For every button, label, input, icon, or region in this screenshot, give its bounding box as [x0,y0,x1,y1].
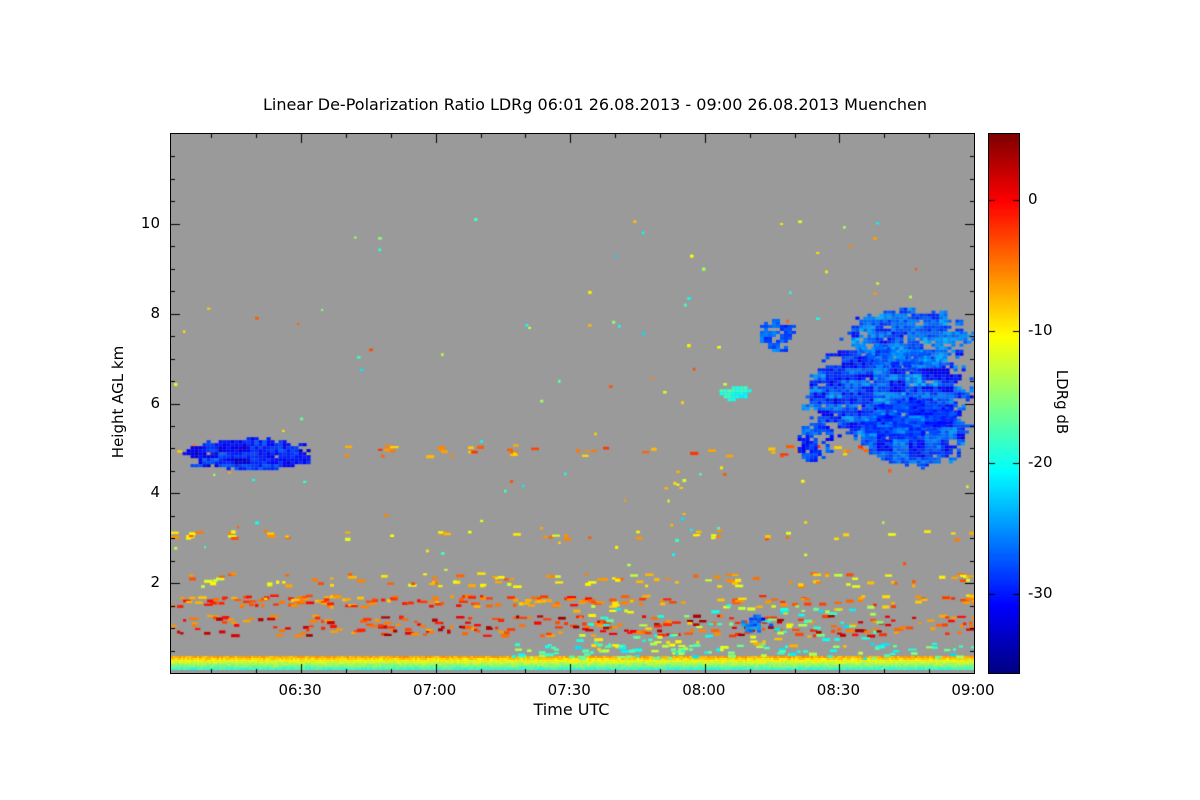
x-tick-label: 07:00 [413,681,457,699]
colorbar-tick-label: 0 [1028,189,1038,208]
y-tick-label: 8 [150,303,160,322]
y-tick-label: 10 [140,213,160,232]
x-tick-label: 08:30 [816,681,861,699]
colorbar-tick-label: -10 [1028,321,1053,340]
y-axis-label: Height AGL km [109,345,127,459]
colorbar [988,133,1020,674]
x-tick-label: 08:00 [682,681,726,699]
plot-area [170,133,975,674]
colorbar-canvas [989,134,1019,673]
x-tick-label: 06:30 [278,681,322,699]
y-tick-label: 4 [150,483,160,502]
x-tick-label: 09:00 [951,681,995,699]
colorbar-label: LDRg dB [1053,369,1071,435]
colorbar-tick-label: -30 [1028,584,1053,603]
colorbar-tick-label: -20 [1028,452,1053,471]
heatmap-canvas [171,134,974,673]
y-tick-label: 6 [150,393,160,412]
chart-title: Linear De-Polarization Ratio LDRg 06:01 … [262,95,928,114]
x-tick-label: 07:30 [547,681,591,699]
y-tick-label: 2 [150,573,160,592]
x-axis-label: Time UTC [533,700,610,719]
